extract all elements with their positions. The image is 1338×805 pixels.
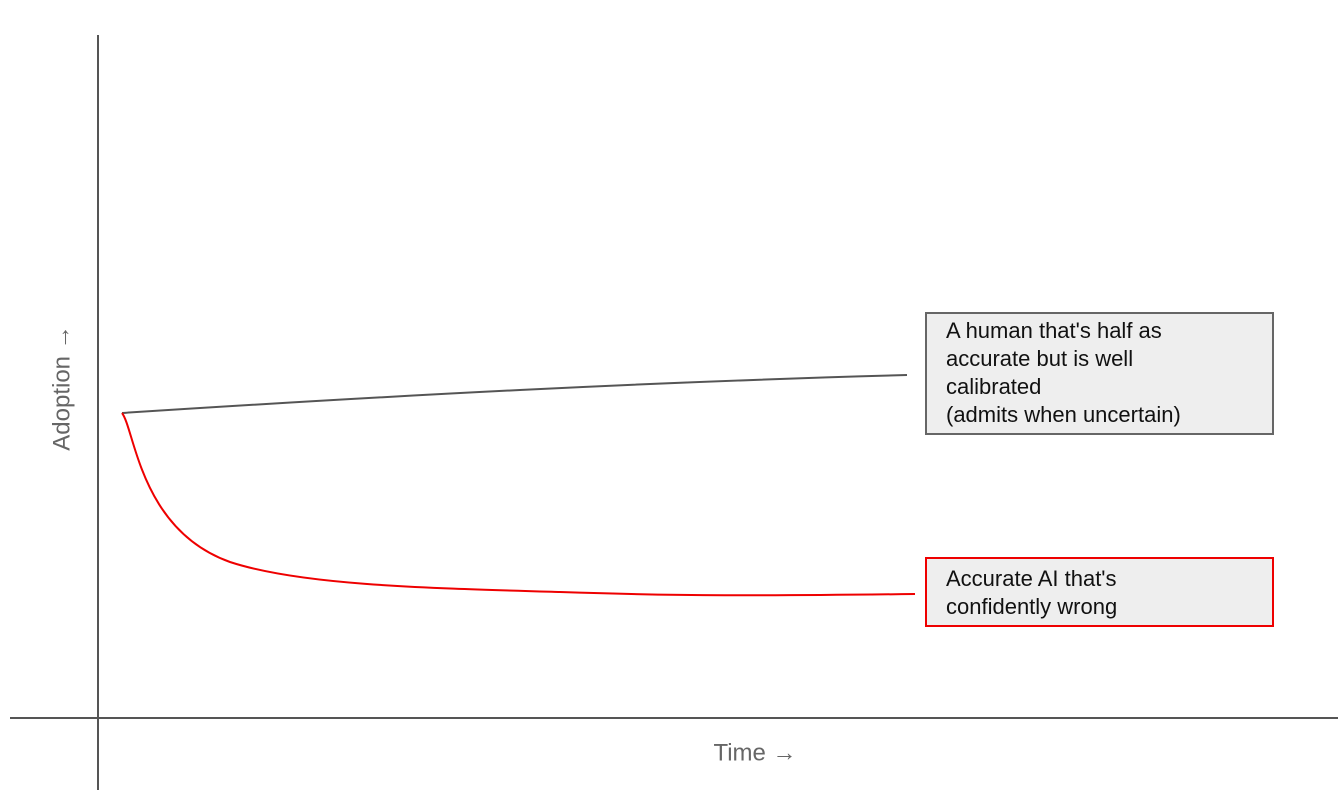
x-axis-label: Time → <box>713 739 796 766</box>
annotation-line: A human that's half as <box>946 318 1162 343</box>
annotation-line: accurate but is well <box>946 346 1133 371</box>
calibrated-curve <box>121 374 908 414</box>
overconfident-curve <box>121 412 916 597</box>
annotation-box <box>925 557 1274 627</box>
annotation-line: calibrated <box>946 374 1041 399</box>
annotation-line: Accurate AI that's <box>946 566 1117 591</box>
annotation-line: confidently wrong <box>946 594 1117 619</box>
annotation-box <box>925 312 1274 435</box>
annotation-line: (admits when uncertain) <box>946 402 1181 427</box>
y-axis-label: Adoption → <box>48 325 75 450</box>
